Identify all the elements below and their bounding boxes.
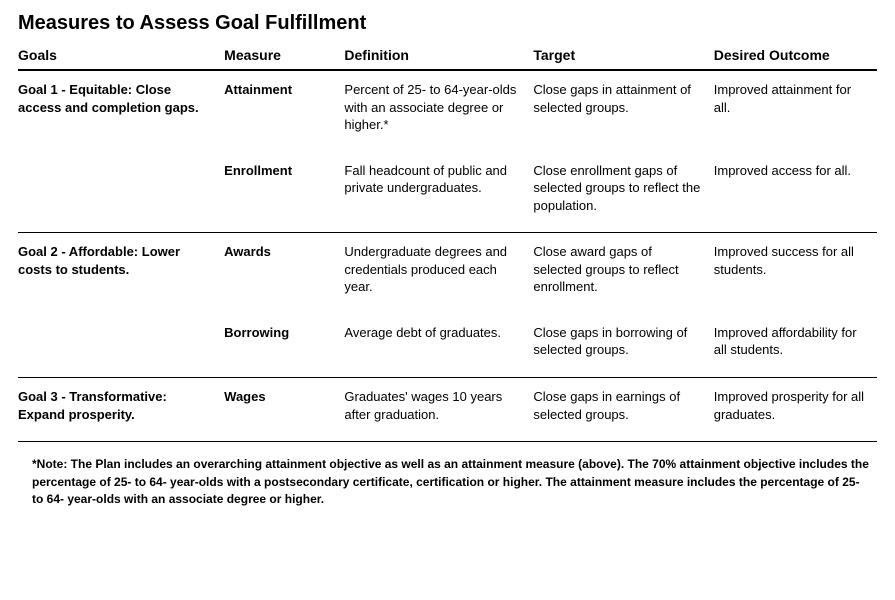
cell-definition: Average debt of graduates. (344, 314, 533, 378)
page-title: Measures to Assess Goal Fulfillment (18, 12, 877, 35)
cell-definition: Graduates' wages 10 years after graduati… (344, 378, 533, 442)
cell-target: Close enrollment gaps of selected groups… (533, 152, 713, 233)
table-row: Goal 1 - Equitable: Close access and com… (18, 70, 877, 152)
col-goals: Goals (18, 43, 224, 70)
cell-target: Close gaps in borrowing of selected grou… (533, 314, 713, 378)
cell-measure: Awards (224, 233, 344, 314)
cell-target: Close gaps in attainment of selected gro… (533, 70, 713, 152)
cell-target: Close gaps in earnings of selected group… (533, 378, 713, 442)
col-outcome: Desired Outcome (714, 43, 877, 70)
cell-outcome: Improved prosperity for all graduates. (714, 378, 877, 442)
cell-target: Close award gaps of selected groups to r… (533, 233, 713, 314)
cell-goal: Goal 1 - Equitable: Close access and com… (18, 70, 224, 152)
cell-goal (18, 314, 224, 378)
cell-definition: Undergraduate degrees and credentials pr… (344, 233, 533, 314)
cell-definition: Fall headcount of public and private und… (344, 152, 533, 233)
cell-measure: Enrollment (224, 152, 344, 233)
table-row: Goal 2 - Affordable: Lower costs to stud… (18, 233, 877, 314)
cell-definition: Percent of 25- to 64-year-olds with an a… (344, 70, 533, 152)
cell-outcome: Improved attainment for all. (714, 70, 877, 152)
cell-measure: Wages (224, 378, 344, 442)
col-measure: Measure (224, 43, 344, 70)
table-row: Borrowing Average debt of graduates. Clo… (18, 314, 877, 378)
table-row: Goal 3 - Transformative: Expand prosperi… (18, 378, 877, 442)
goals-table: Goals Measure Definition Target Desired … (18, 43, 877, 442)
col-target: Target (533, 43, 713, 70)
cell-measure: Borrowing (224, 314, 344, 378)
cell-goal: Goal 2 - Affordable: Lower costs to stud… (18, 233, 224, 314)
cell-goal: Goal 3 - Transformative: Expand prosperi… (18, 378, 224, 442)
cell-outcome: Improved success for all students. (714, 233, 877, 314)
col-definition: Definition (344, 43, 533, 70)
table-header-row: Goals Measure Definition Target Desired … (18, 43, 877, 70)
cell-outcome: Improved affordability for all students. (714, 314, 877, 378)
cell-outcome: Improved access for all. (714, 152, 877, 233)
cell-goal (18, 152, 224, 233)
table-row: Enrollment Fall headcount of public and … (18, 152, 877, 233)
footnote: *Note: The Plan includes an overarching … (18, 456, 877, 508)
cell-measure: Attainment (224, 70, 344, 152)
